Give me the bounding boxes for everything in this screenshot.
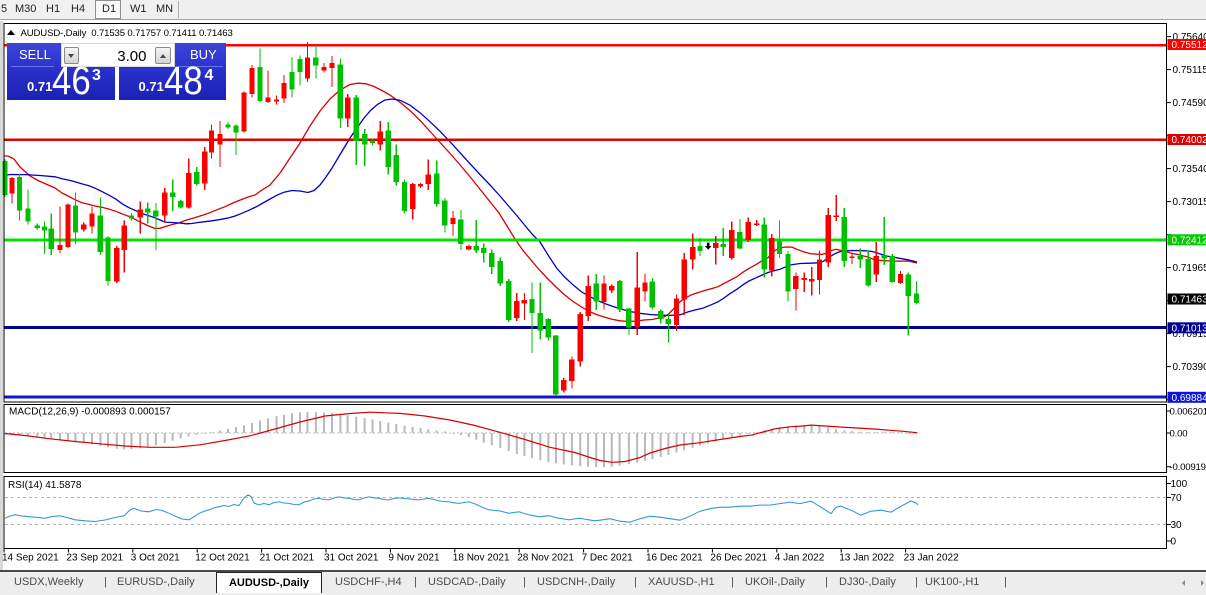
svg-text:0.73540: 0.73540 xyxy=(1173,164,1206,175)
svg-text:100: 100 xyxy=(1171,479,1188,490)
svg-text:MACD(12,26,9) -0.000893 0.0001: MACD(12,26,9) -0.000893 0.000157 xyxy=(9,407,171,418)
svg-text:21 Oct 2021: 21 Oct 2021 xyxy=(260,553,315,564)
svg-text:26 Dec 2021: 26 Dec 2021 xyxy=(710,553,767,564)
svg-text:0.75640: 0.75640 xyxy=(1173,32,1206,43)
svg-text:16 Dec 2021: 16 Dec 2021 xyxy=(646,553,703,564)
svg-text:0.75512: 0.75512 xyxy=(1172,40,1206,51)
svg-text:0.70915: 0.70915 xyxy=(1173,329,1206,340)
svg-text:RSI(14) 41.5878: RSI(14) 41.5878 xyxy=(8,480,82,491)
svg-text:70: 70 xyxy=(1171,493,1183,504)
svg-text:28 Nov 2021: 28 Nov 2021 xyxy=(517,553,574,564)
svg-text:18 Nov 2021: 18 Nov 2021 xyxy=(453,553,510,564)
svg-text:7 Dec 2021: 7 Dec 2021 xyxy=(582,553,634,564)
svg-text:-0.00919: -0.00919 xyxy=(1170,462,1206,473)
svg-text:12 Oct 2021: 12 Oct 2021 xyxy=(195,553,250,564)
svg-text:0.73015: 0.73015 xyxy=(1173,197,1206,208)
svg-text:13 Jan 2022: 13 Jan 2022 xyxy=(839,553,894,564)
svg-text:23 Jan 2022: 23 Jan 2022 xyxy=(904,553,959,564)
svg-text:0.72412: 0.72412 xyxy=(1172,235,1206,246)
svg-text:9 Nov 2021: 9 Nov 2021 xyxy=(388,553,440,564)
svg-text:0.71463: 0.71463 xyxy=(1172,295,1206,306)
svg-text:30: 30 xyxy=(1171,520,1183,531)
svg-text:0.006201: 0.006201 xyxy=(1170,406,1206,417)
svg-text:0.74590: 0.74590 xyxy=(1173,98,1206,109)
svg-text:0.71965: 0.71965 xyxy=(1173,263,1206,274)
svg-text:14 Sep 2021: 14 Sep 2021 xyxy=(2,553,59,564)
svg-text:0.70390: 0.70390 xyxy=(1173,362,1206,373)
svg-text:0: 0 xyxy=(1171,536,1177,547)
svg-text:0.71013: 0.71013 xyxy=(1172,323,1206,334)
svg-text:23 Sep 2021: 23 Sep 2021 xyxy=(66,553,123,564)
svg-text:4 Jan 2022: 4 Jan 2022 xyxy=(775,553,825,564)
svg-text:31 Oct 2021: 31 Oct 2021 xyxy=(324,553,379,564)
svg-text:0.69884: 0.69884 xyxy=(1172,393,1206,404)
svg-text:3 Oct 2021: 3 Oct 2021 xyxy=(131,553,180,564)
svg-text:0.74002: 0.74002 xyxy=(1172,135,1206,146)
svg-text:0.75115: 0.75115 xyxy=(1173,65,1206,76)
svg-text:0.00: 0.00 xyxy=(1170,428,1188,439)
